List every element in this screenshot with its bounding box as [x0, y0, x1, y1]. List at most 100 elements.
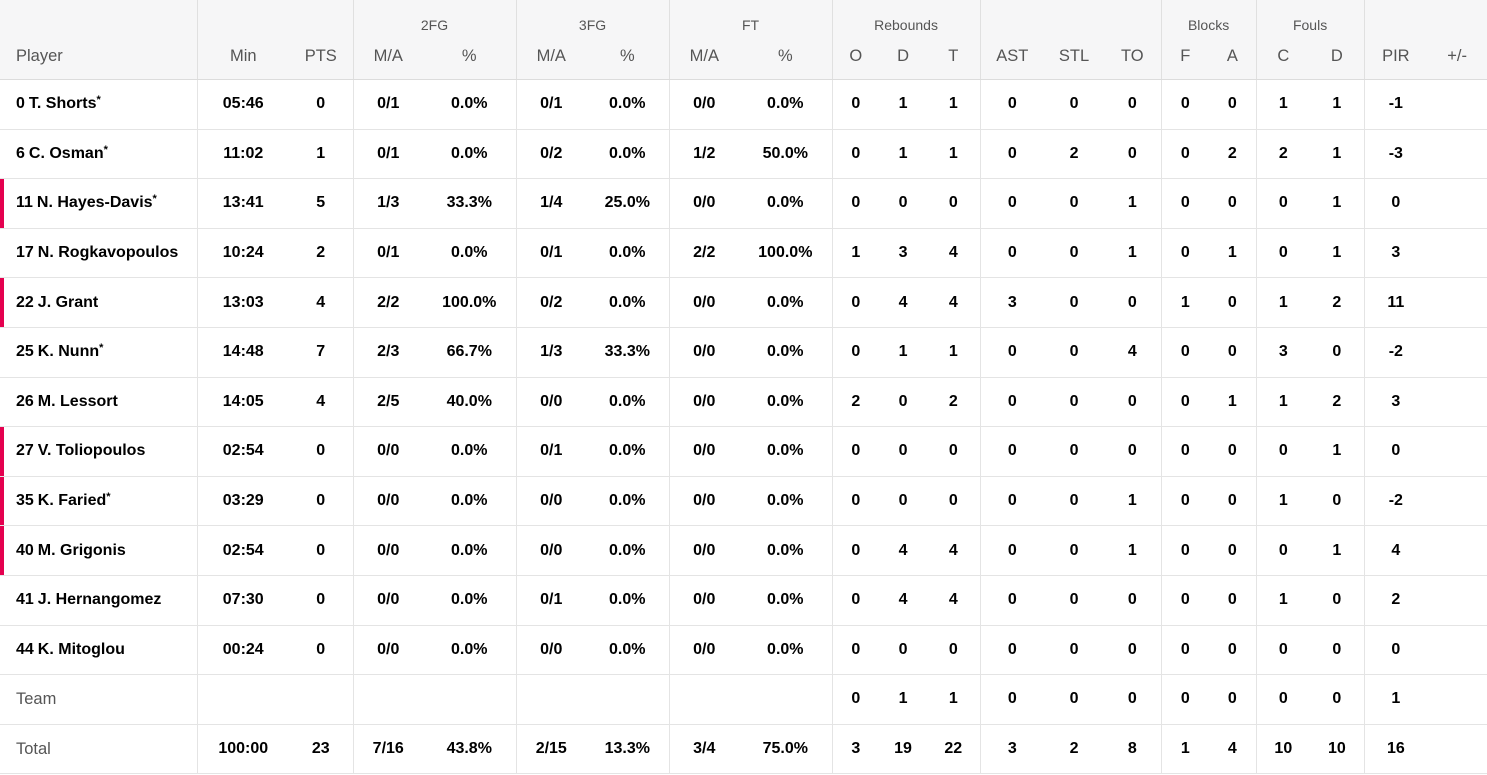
- table-row[interactable]: 6 C. Osman* 11:02 1 0/1 0.0% 0/2 0.0% 1/2 50.0% 0 1…: [0, 129, 1487, 180]
- player-name-link[interactable]: K. Mitoglou: [37, 640, 125, 658]
- player-cell[interactable]: 35 K. Faried*: [0, 476, 197, 527]
- cell-stl: 0: [1044, 327, 1105, 378]
- cell-stl: 0: [1044, 674, 1105, 725]
- col-reb-t[interactable]: T: [927, 33, 981, 80]
- player-name-link[interactable]: K. Faried: [37, 492, 107, 510]
- col-3fg-pct[interactable]: %: [586, 33, 670, 80]
- player-name-link[interactable]: C. Osman: [28, 144, 104, 162]
- player-cell[interactable]: 26 M. Lessort: [0, 377, 197, 428]
- cell-blk-f: 0: [1160, 377, 1210, 428]
- col-fouls-d[interactable]: D: [1310, 33, 1365, 80]
- group-empty-pir: [1363, 0, 1487, 33]
- cell-ft-pct: 0.0%: [739, 79, 833, 130]
- cell-reb-o: 0: [831, 525, 880, 576]
- player-cell[interactable]: 22 J. Grant: [0, 277, 197, 328]
- col-reb-d[interactable]: D: [879, 33, 928, 80]
- col-2fg-ma[interactable]: M/A: [352, 33, 423, 80]
- cell-fg2-pct: 40.0%: [423, 377, 517, 428]
- player-name-link[interactable]: J. Grant: [37, 293, 99, 311]
- cell-reb-t: 1: [927, 79, 981, 130]
- cell-plusminus: [1427, 377, 1487, 428]
- player-name-link[interactable]: N. Hayes-Davis: [36, 194, 153, 212]
- cell-stl: 2: [1044, 724, 1105, 775]
- table-row[interactable]: 44 K. Mitoglou 00:24 0 0/0 0.0% 0/0 0.0% 0/0 0.0%…: [0, 625, 1487, 676]
- cell-ft-ma: 0/0: [668, 426, 740, 477]
- player-name-link[interactable]: J. Hernangomez: [37, 591, 162, 609]
- col-pir[interactable]: PIR: [1363, 33, 1428, 80]
- col-fouls-c[interactable]: C: [1255, 33, 1311, 80]
- col-blk-a[interactable]: A: [1209, 33, 1257, 80]
- player-cell[interactable]: 25 K. Nunn*: [0, 327, 197, 378]
- cell-reb-d: 4: [879, 525, 928, 576]
- cell-ast: 0: [979, 525, 1045, 576]
- cell-ast: 0: [979, 426, 1045, 477]
- player-cell[interactable]: 6 C. Osman*: [0, 129, 197, 180]
- table-row[interactable]: 40 M. Grigonis 02:54 0 0/0 0.0% 0/0 0.0% 0/0 0.0%…: [0, 525, 1487, 576]
- cell-ft-pct: 50.0%: [739, 129, 833, 180]
- col-min[interactable]: Min: [196, 33, 289, 80]
- cell-reb-d: 0: [879, 625, 928, 676]
- col-to[interactable]: TO: [1104, 33, 1162, 80]
- table-row[interactable]: 0 T. Shorts* 05:46 0 0/1 0.0% 0/1 0.0% 0/0 0.0% 0 1…: [0, 79, 1487, 130]
- cell-fg2-pct: [423, 674, 517, 725]
- cell-reb-d: 4: [879, 575, 928, 626]
- cell-fouls-c: 1: [1255, 575, 1311, 626]
- col-stl[interactable]: STL: [1044, 33, 1105, 80]
- team-label: Team: [0, 674, 197, 725]
- table-row[interactable]: 25 K. Nunn* 14:48 7 2/3 66.7% 1/3 33.3% 0/0 0.0% 0…: [0, 327, 1487, 378]
- player-cell[interactable]: 11 N. Hayes-Davis*: [0, 178, 197, 229]
- table-row[interactable]: 41 J. Hernangomez 07:30 0 0/0 0.0% 0/1 0.0% 0/0 0…: [0, 575, 1487, 626]
- col-ast[interactable]: AST: [979, 33, 1045, 80]
- group-empty-min-pts: [196, 0, 353, 33]
- player-name-link[interactable]: N. Rogkavopoulos: [37, 244, 179, 262]
- cell-min: 07:30: [196, 575, 289, 626]
- table-row[interactable]: 17 N. Rogkavopoulos 10:24 2 0/1 0.0% 0/1 0.0% 2/…: [0, 228, 1487, 279]
- player-cell[interactable]: 17 N. Rogkavopoulos: [0, 228, 197, 279]
- cell-plusminus: [1427, 426, 1487, 477]
- cell-to: 0: [1104, 575, 1162, 626]
- table-row[interactable]: 35 K. Faried* 03:29 0 0/0 0.0% 0/0 0.0% 0/0 0.0% 0…: [0, 476, 1487, 527]
- player-number: 22: [16, 293, 34, 311]
- player-name-link[interactable]: T. Shorts: [28, 95, 97, 113]
- cell-fg3-pct: [586, 674, 670, 725]
- table-row[interactable]: 27 V. Toliopoulos 02:54 0 0/0 0.0% 0/1 0.0% 0/0 0…: [0, 426, 1487, 477]
- col-ft-ma[interactable]: M/A: [668, 33, 740, 80]
- cell-ast: 0: [979, 476, 1045, 527]
- player-cell[interactable]: 40 M. Grigonis: [0, 525, 197, 576]
- col-reb-o[interactable]: O: [831, 33, 880, 80]
- col-plusminus[interactable]: +/-: [1427, 33, 1487, 80]
- cell-fouls-c: 1: [1255, 277, 1311, 328]
- table-row[interactable]: 22 J. Grant 13:03 4 2/2 100.0% 0/2 0.0% 0/0 0.0% 0…: [0, 277, 1487, 328]
- player-cell[interactable]: 27 V. Toliopoulos: [0, 426, 197, 477]
- cell-plusminus: [1427, 327, 1487, 378]
- cell-pts: [289, 674, 353, 725]
- cell-fouls-d: 0: [1310, 575, 1365, 626]
- col-player[interactable]: Player: [0, 33, 197, 80]
- cell-pts: 5: [289, 178, 353, 229]
- cell-reb-o: 0: [831, 129, 880, 180]
- col-blk-f[interactable]: F: [1160, 33, 1210, 80]
- cell-stl: 0: [1044, 525, 1105, 576]
- player-name-link[interactable]: K. Nunn: [37, 343, 100, 361]
- col-2fg-pct[interactable]: %: [423, 33, 517, 80]
- starter-marker: *: [96, 94, 101, 107]
- col-pts[interactable]: PTS: [289, 33, 353, 80]
- cell-reb-o: 0: [831, 79, 880, 130]
- cell-reb-t: 0: [927, 426, 981, 477]
- player-name-link[interactable]: M. Grigonis: [37, 541, 126, 559]
- cell-fg2-ma: 2/3: [352, 327, 423, 378]
- col-ft-pct[interactable]: %: [739, 33, 833, 80]
- player-cell[interactable]: 0 T. Shorts*: [0, 79, 197, 130]
- player-cell[interactable]: 44 K. Mitoglou: [0, 625, 197, 676]
- col-3fg-ma[interactable]: M/A: [515, 33, 587, 80]
- player-cell[interactable]: 41 J. Hernangomez: [0, 575, 197, 626]
- table-row[interactable]: 26 M. Lessort 14:05 4 2/5 40.0% 0/0 0.0% 0/0 0.0%…: [0, 377, 1487, 428]
- cell-fg2-pct: 66.7%: [423, 327, 517, 378]
- player-name-link[interactable]: V. Toliopoulos: [37, 442, 146, 460]
- cell-ft-pct: 0.0%: [739, 327, 833, 378]
- cell-ft-pct: 0.0%: [739, 426, 833, 477]
- player-name-link[interactable]: M. Lessort: [37, 392, 118, 410]
- cell-min: 02:54: [196, 426, 289, 477]
- table-row[interactable]: 11 N. Hayes-Davis* 13:41 5 1/3 33.3% 1/4 25.0% 0…: [0, 178, 1487, 229]
- cell-fg2-pct: 0.0%: [423, 129, 517, 180]
